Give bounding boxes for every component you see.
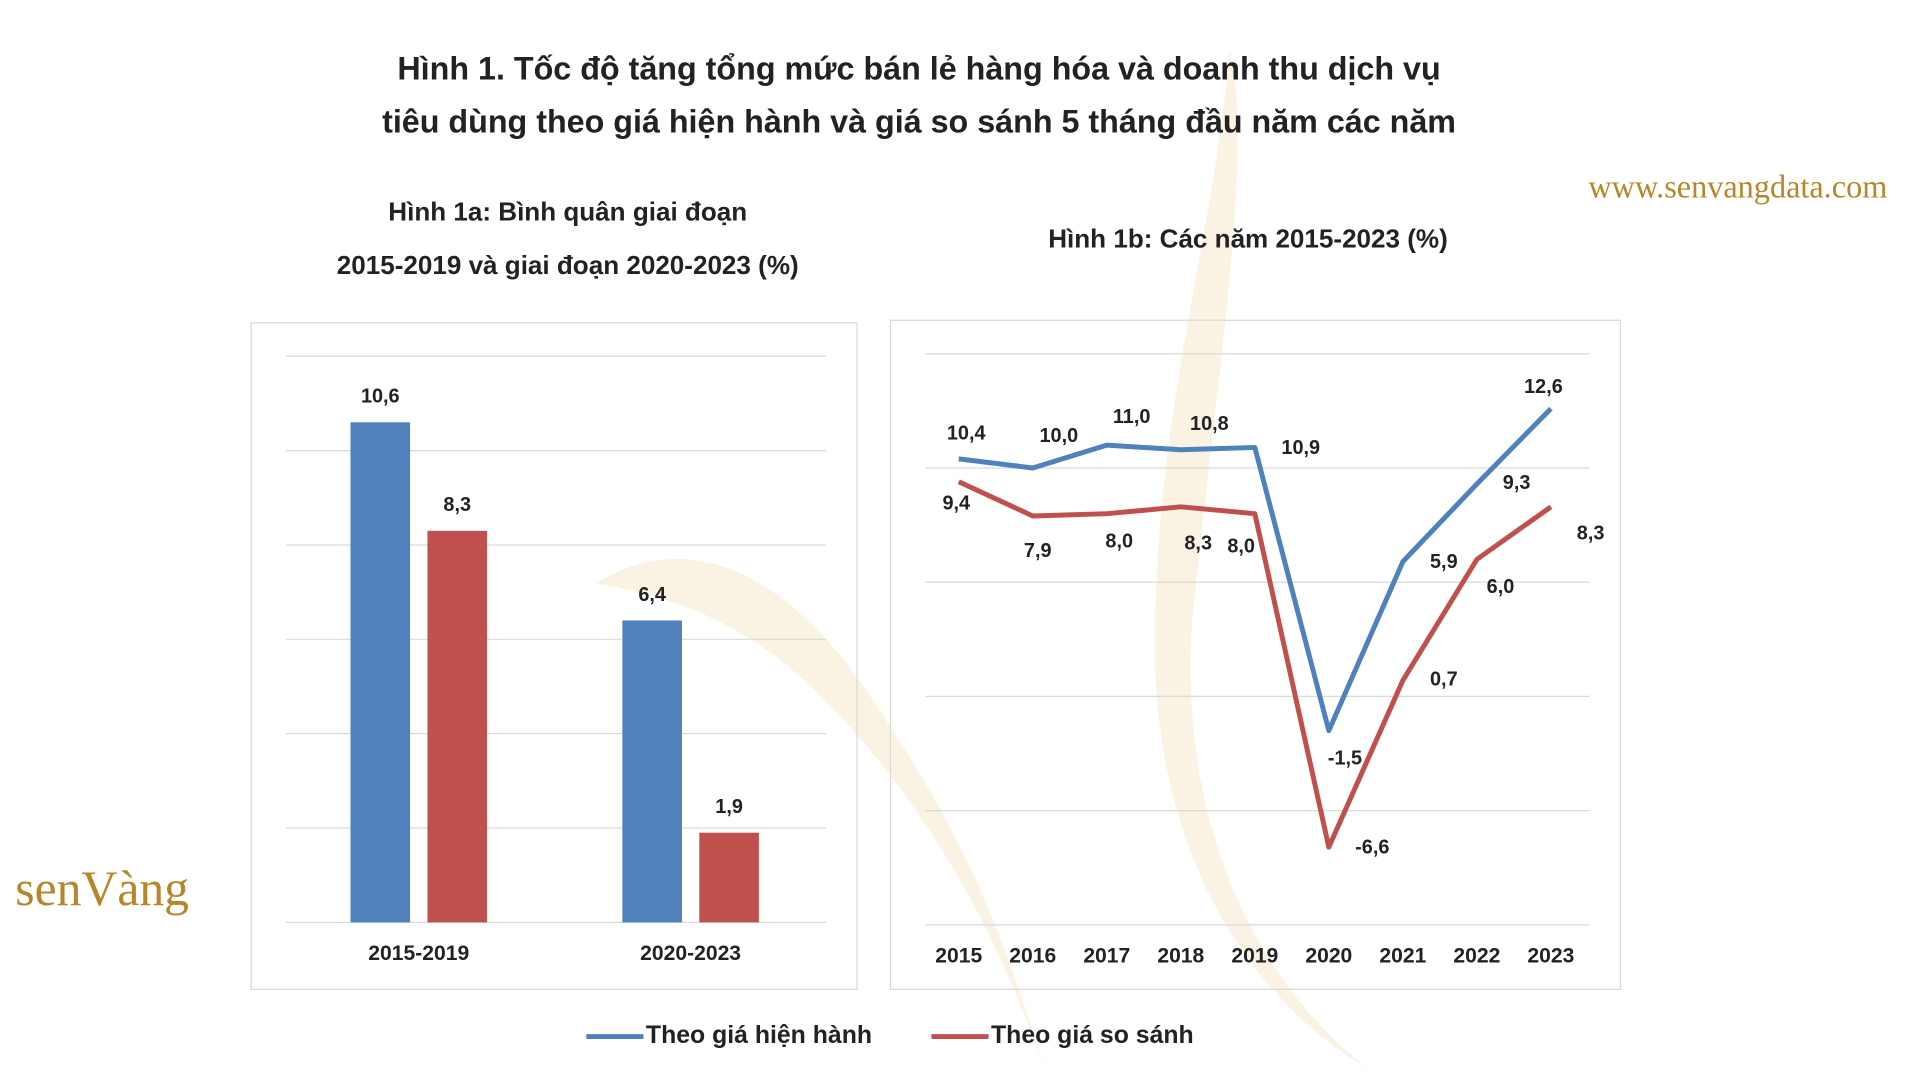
bar xyxy=(427,530,488,923)
value-label: 7,9 xyxy=(1024,540,1052,562)
value-label: 9,3 xyxy=(1503,472,1531,494)
value-label: 6,4 xyxy=(638,584,666,606)
x-tick-label: 2016 xyxy=(1009,945,1056,968)
value-label: 6,0 xyxy=(1487,576,1515,598)
value-label: -6,6 xyxy=(1355,837,1389,859)
bar xyxy=(699,832,759,923)
watermark-url: www.senvangdata.com xyxy=(1588,168,1887,204)
x-tick-label: 2015-2019 xyxy=(368,942,469,965)
chart-title: 2015-2019 và giai đoạn 2020-2023 (%) xyxy=(337,250,799,280)
x-tick-label: 2015 xyxy=(935,945,982,968)
chart-title: Hình 1a: Bình quân giai đoạn xyxy=(388,196,747,226)
figure-title: Hình 1. Tốc độ tăng tổng mức bán lẻ hàng… xyxy=(397,50,1440,86)
value-label: 10,4 xyxy=(947,422,986,444)
value-label: 10,6 xyxy=(361,386,400,408)
x-tick-label: 2022 xyxy=(1453,945,1500,968)
value-label: 11,0 xyxy=(1113,406,1151,428)
chart-frame xyxy=(250,322,858,990)
line-series xyxy=(957,479,1553,850)
value-label: 0,7 xyxy=(1430,669,1458,691)
value-label: 8,3 xyxy=(1184,532,1212,554)
value-label: 8,0 xyxy=(1105,530,1133,552)
value-label: 1,9 xyxy=(715,796,743,818)
x-tick-label: 2020 xyxy=(1305,945,1352,968)
x-tick-label: 2023 xyxy=(1527,945,1574,968)
value-label: -1,5 xyxy=(1328,747,1362,769)
value-label: 8,3 xyxy=(1577,522,1605,544)
bar xyxy=(350,422,411,923)
x-tick-label: 2017 xyxy=(1083,945,1130,968)
x-tick-label: 2019 xyxy=(1231,945,1278,968)
legend-label: Theo giá so sánh xyxy=(991,1022,1194,1049)
value-label: 8,0 xyxy=(1227,535,1255,557)
x-tick-label: 2020-2023 xyxy=(640,942,741,965)
value-label: 5,9 xyxy=(1430,551,1458,573)
value-label: 10,0 xyxy=(1040,425,1079,447)
bar xyxy=(622,620,682,923)
value-label: 8,3 xyxy=(443,494,471,516)
chart-frame xyxy=(889,319,1622,991)
legend-label: Theo giá hiện hành xyxy=(646,1022,872,1049)
x-tick-label: 2018 xyxy=(1157,945,1204,968)
x-tick-label: 2021 xyxy=(1379,945,1426,968)
value-label: 12,6 xyxy=(1524,376,1563,398)
line-series xyxy=(958,406,1553,734)
value-label: 9,4 xyxy=(942,492,970,514)
chart-title: Hình 1b: Các năm 2015-2023 (%) xyxy=(1048,224,1448,254)
figure-title: tiêu dùng theo giá hiện hành và giá so s… xyxy=(382,104,1456,140)
value-label: 10,9 xyxy=(1281,437,1320,459)
logo: senVàng xyxy=(15,861,189,916)
value-label: 10,8 xyxy=(1190,413,1229,435)
